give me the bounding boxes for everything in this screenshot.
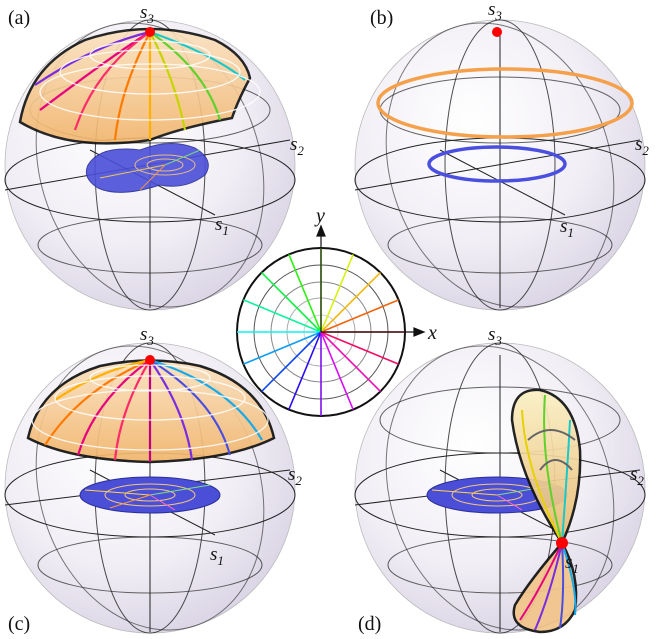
s2-label: s2 bbox=[635, 134, 649, 158]
upper-petal-lines bbox=[521, 394, 576, 544]
blue-ring bbox=[427, 145, 567, 183]
y-axis-label: y bbox=[314, 205, 325, 227]
polar-spoke bbox=[288, 331, 322, 410]
s1-label: s1 bbox=[560, 216, 574, 240]
panel-b: (b) s3 s2 s1 bbox=[354, 0, 649, 311]
disk-spokes bbox=[431, 483, 557, 511]
s1-pole-marker bbox=[556, 537, 568, 549]
polar-spoke bbox=[320, 331, 354, 410]
north-pole-marker bbox=[492, 27, 502, 37]
cap-parallels bbox=[39, 40, 261, 121]
polar-spoke bbox=[320, 331, 399, 365]
north-pole-marker bbox=[145, 355, 155, 365]
s3-label: s3 bbox=[140, 324, 154, 348]
polar-spoke bbox=[261, 331, 322, 392]
panel-label: (b) bbox=[370, 7, 393, 29]
orange-cap bbox=[18, 27, 252, 145]
panel-d: (d) s3 s2 s1 bbox=[354, 324, 646, 635]
north-pole-marker bbox=[145, 27, 155, 37]
s1-label: s1 bbox=[210, 544, 224, 568]
s1-label: s1 bbox=[215, 214, 229, 238]
polar-spoke bbox=[320, 272, 381, 333]
panel-c: (c) s3 s2 s1 bbox=[4, 324, 302, 635]
panel-label: (d) bbox=[358, 613, 381, 635]
s3-label: s3 bbox=[140, 2, 154, 26]
polar-spoke bbox=[243, 299, 322, 333]
polar-spoke bbox=[320, 254, 354, 333]
orange-ring bbox=[376, 67, 634, 139]
disk-spokes bbox=[84, 483, 211, 511]
disk-spokes bbox=[99, 149, 201, 191]
polar-spoke bbox=[320, 299, 399, 333]
center-polar-plot: y x bbox=[236, 205, 437, 417]
panel-label: (a) bbox=[8, 7, 30, 29]
polar-spoke bbox=[320, 331, 381, 392]
lower-petal bbox=[512, 540, 578, 634]
panel-label: (c) bbox=[8, 613, 30, 635]
s3-label: s3 bbox=[488, 324, 502, 348]
axis-arrows bbox=[316, 224, 426, 337]
lower-petal-lines bbox=[519, 542, 577, 631]
s1-label: s1 bbox=[565, 552, 579, 576]
cap-parallels bbox=[31, 364, 269, 451]
panel-a: (a) s3 s2 s1 bbox=[4, 2, 304, 311]
x-axis-label: x bbox=[427, 322, 437, 344]
s2-label: s2 bbox=[290, 134, 304, 158]
polar-spoke bbox=[243, 331, 322, 365]
s3-label: s3 bbox=[488, 0, 502, 23]
s2-label: s2 bbox=[288, 464, 302, 488]
s2-label: s2 bbox=[630, 464, 644, 488]
polar-spoke bbox=[288, 254, 322, 333]
polar-spoke bbox=[261, 272, 322, 333]
